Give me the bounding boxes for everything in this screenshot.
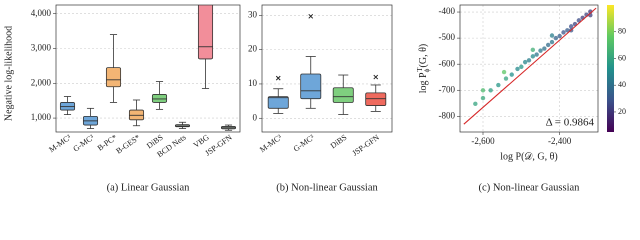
y-tick-label: -800 xyxy=(439,110,456,120)
x-axis-label: log P(𝒟, G, θ) xyxy=(500,151,558,162)
point xyxy=(530,47,536,53)
y-tick-label: -700 xyxy=(439,84,456,94)
point xyxy=(473,101,478,107)
point xyxy=(565,28,570,33)
caption: (c) Non-linear Gaussian xyxy=(479,182,581,193)
point xyxy=(534,52,539,57)
point xyxy=(530,54,536,59)
y-tick-label: 30 xyxy=(248,9,258,19)
point xyxy=(568,24,574,29)
point xyxy=(503,76,509,81)
point xyxy=(545,42,551,48)
x-tick-label: DiBS xyxy=(329,133,349,151)
box xyxy=(267,96,289,109)
x-tick-label: G-MC³ xyxy=(71,132,96,153)
outlier xyxy=(373,74,379,80)
box xyxy=(151,94,168,103)
plot-frame xyxy=(55,4,241,133)
x-tick-label: -2,600 xyxy=(471,136,495,146)
point xyxy=(480,95,486,101)
point xyxy=(522,59,528,65)
caption: (a) Linear Gaussian xyxy=(107,182,191,193)
y-tick-label: 3,000 xyxy=(31,43,52,53)
point xyxy=(561,30,566,35)
box xyxy=(197,5,214,60)
plot-area xyxy=(262,5,392,132)
colorbar xyxy=(607,5,614,132)
plot-frame xyxy=(459,4,599,133)
box xyxy=(332,87,354,103)
point xyxy=(542,46,547,51)
colorbar-tick-label: 40 xyxy=(618,80,626,89)
point xyxy=(526,58,532,63)
plot-background xyxy=(262,5,392,132)
x-tick-label: B-GES* xyxy=(114,133,141,156)
y-tick-label: 2,000 xyxy=(31,77,52,87)
point xyxy=(509,72,514,77)
caption: (b) Non-linear Gaussian xyxy=(276,182,378,193)
box xyxy=(105,67,122,88)
y-tick-label: -600 xyxy=(439,58,456,68)
annotation: Δ = 0.9864 xyxy=(546,117,595,129)
y-tick-label: 0 xyxy=(253,112,258,122)
point xyxy=(576,18,582,23)
plot-frame xyxy=(261,4,393,133)
fit-line xyxy=(463,7,597,125)
colorbar-tick-label: 20 xyxy=(618,107,626,116)
point xyxy=(553,35,559,41)
point xyxy=(538,48,543,53)
y-axis-label-part: (G, θ) xyxy=(418,44,429,68)
x-tick-label: M-MC³ xyxy=(47,132,73,154)
y-axis-label-part: log P xyxy=(418,72,429,93)
outlier xyxy=(308,13,314,19)
x-tick-label: -2,400 xyxy=(548,136,572,146)
y-tick-label: 4,000 xyxy=(31,8,52,18)
y-axis-label-part: ϕ xyxy=(423,68,431,72)
figure: 1,000 2,000 3,000 4,000 (a) Linear Gaussian M… xyxy=(3,4,626,193)
y-tick-label: 1,000 xyxy=(31,112,52,122)
y-tick-label: -400 xyxy=(439,6,456,16)
y-axis-label-part: T xyxy=(416,67,424,72)
point xyxy=(549,33,555,38)
y-tick-label: -500 xyxy=(439,32,456,42)
y-tick-label: 20 xyxy=(248,44,258,54)
point xyxy=(519,64,524,70)
colorbar-tick-label: 80 xyxy=(618,27,626,36)
plot-area xyxy=(56,5,240,132)
point xyxy=(496,82,501,88)
box xyxy=(365,92,387,106)
outlier xyxy=(275,75,281,81)
box xyxy=(300,73,322,100)
y-axis-label: log PϕT(G, θ) xyxy=(416,44,431,93)
plot-area xyxy=(460,5,598,132)
y-tick-label: 10 xyxy=(248,78,258,88)
page: 1,000 2,000 3,000 4,000 (a) Linear Gaussian M… xyxy=(3,4,626,194)
point xyxy=(480,88,486,93)
x-tick-label: JSP-GFN xyxy=(351,133,381,158)
point xyxy=(549,39,555,45)
point xyxy=(557,33,562,39)
x-tick-label: M-MC³ xyxy=(258,132,284,154)
colorbar-tick-label: 60 xyxy=(618,53,626,62)
point xyxy=(501,69,507,75)
point xyxy=(488,88,493,93)
point xyxy=(515,66,520,72)
y-axis-label: Negative log-likelihood xyxy=(3,26,14,121)
x-tick-label: G-MC³ xyxy=(292,132,317,153)
